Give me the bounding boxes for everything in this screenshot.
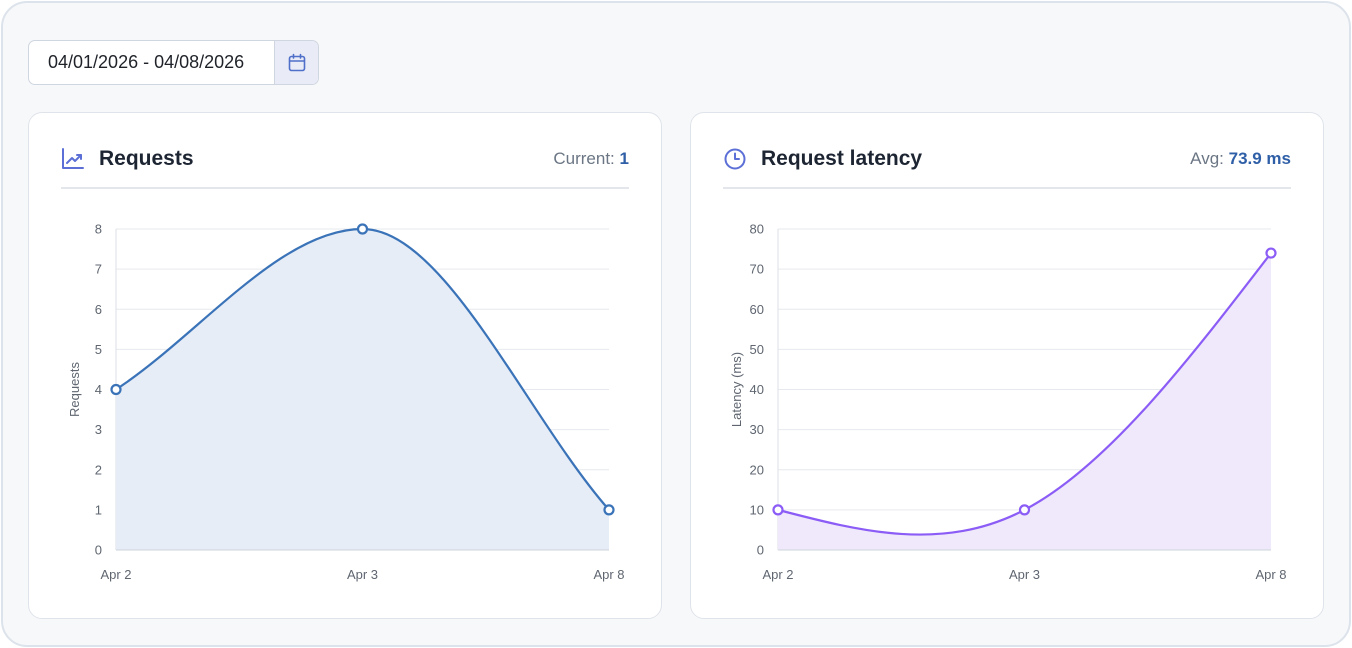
requests-y-tick: 6 — [95, 302, 102, 317]
requests-area-fill — [116, 229, 609, 550]
latency-point — [1265, 247, 1277, 259]
requests-card-header: Requests Current: 1 — [61, 141, 629, 189]
requests-x-tick: Apr 8 — [593, 567, 624, 582]
latency-point — [772, 504, 784, 516]
requests-y-tick: 5 — [95, 342, 102, 357]
date-range-picker[interactable] — [28, 40, 319, 85]
requests-chart: 0 1 2 3 4 5 6 7 8 Apr 2 Apr 3 Apr 8 Requests — [67, 222, 625, 583]
latency-avg-value: 73.9 ms — [1228, 149, 1291, 168]
latency-area-fill — [778, 253, 1271, 550]
requests-point — [603, 504, 615, 516]
requests-y-tick: 3 — [95, 422, 102, 437]
latency-y-tick: 30 — [750, 422, 764, 437]
requests-y-tick: 7 — [95, 262, 102, 277]
latency-line — [777, 252, 1272, 536]
latency-avg-stat: Avg: 73.9 ms — [1190, 149, 1291, 169]
requests-current-label: Current: — [553, 149, 615, 168]
latency-card-title: Request latency — [761, 147, 923, 170]
latency-y-tick: 40 — [750, 382, 764, 397]
requests-current-value: 1 — [619, 149, 629, 168]
requests-point — [356, 223, 369, 235]
latency-chart: 0 10 20 30 40 50 60 70 80 Apr 2 Apr 3 Apr 8 Latency … — [729, 222, 1287, 583]
latency-x-tick: Apr 3 — [1009, 567, 1040, 582]
requests-x-tick: Apr 2 — [100, 567, 131, 582]
latency-y-tick: 70 — [750, 262, 764, 277]
requests-current-stat: Current: 1 — [553, 149, 629, 169]
clock-icon — [724, 148, 746, 170]
latency-y-tick: 0 — [757, 543, 764, 558]
requests-y-tick: 4 — [95, 382, 102, 397]
requests-y-tick: 8 — [95, 222, 102, 237]
chart-line-icon — [62, 148, 84, 169]
latency-y-tick: 10 — [750, 502, 764, 517]
latency-y-axis-title: Latency (ms) — [729, 352, 744, 427]
latency-x-tick: Apr 8 — [1255, 567, 1286, 582]
latency-x-tick: Apr 2 — [762, 567, 793, 582]
requests-y-tick: 2 — [95, 462, 102, 477]
calendar-icon — [288, 53, 305, 71]
requests-y-tick: 0 — [95, 543, 102, 558]
requests-point — [110, 383, 122, 396]
requests-y-tick: 1 — [95, 502, 102, 517]
calendar-button[interactable] — [274, 41, 318, 84]
latency-y-tick: 50 — [750, 342, 764, 357]
latency-card: Request latency Avg: 73.9 ms 0 10 20 30 40 50… — [690, 112, 1324, 619]
latency-avg-label: Avg: — [1190, 149, 1224, 168]
requests-card-title: Requests — [99, 147, 194, 170]
requests-line — [115, 227, 610, 511]
requests-x-tick: Apr 3 — [347, 567, 378, 582]
latency-point — [1018, 504, 1031, 516]
latency-card-header: Request latency Avg: 73.9 ms — [723, 141, 1291, 189]
requests-card: Requests Current: 1 0 1 2 3 4 5 6 7 8 Apr 2 Apr 3 A… — [28, 112, 662, 619]
requests-y-axis-title: Requests — [67, 362, 82, 417]
latency-y-tick: 60 — [750, 302, 764, 317]
latency-y-tick: 80 — [750, 222, 764, 237]
latency-y-tick: 20 — [750, 462, 764, 477]
date-range-input[interactable] — [29, 41, 275, 84]
